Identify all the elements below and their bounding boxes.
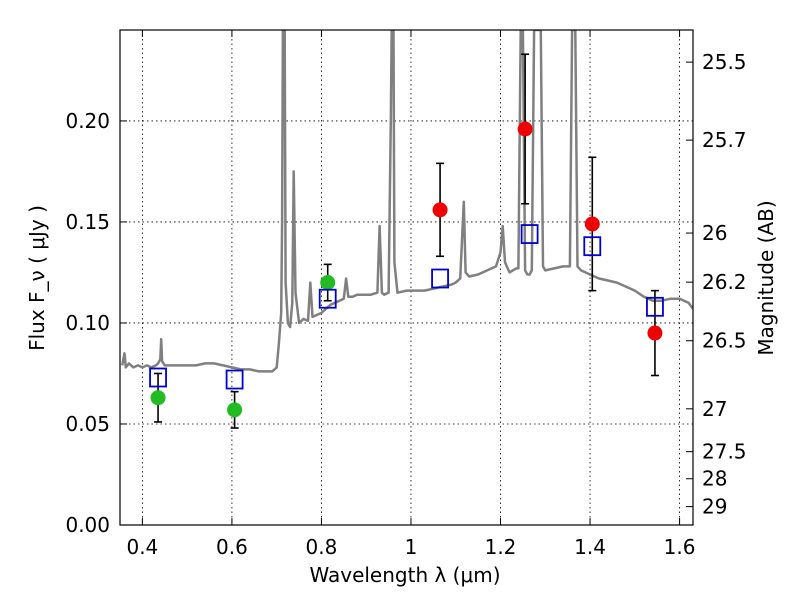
right-tick-label: 26.5: [702, 329, 747, 353]
x-tick-label: 0.6: [216, 535, 248, 559]
right-tick-label: 28: [702, 467, 727, 491]
red-point: [647, 325, 663, 341]
right-tick-label: 26: [702, 221, 727, 245]
spectrum-layer: [120, 30, 693, 373]
model-square: [583, 236, 602, 257]
y-tick-label: 0.15: [65, 210, 110, 234]
right-tick-label: 29: [702, 495, 727, 519]
tick-layer: 0.4 0.6 0.8 1 1.2 1.4 1.6 0.00 0.05 0.10 0.15 0.20 2…: [65, 30, 747, 559]
y-axis-label: Flux F_ν ( μJy ): [25, 205, 49, 351]
x-tick-label: 1.2: [485, 535, 517, 559]
green-point: [320, 275, 336, 291]
green-point: [227, 402, 243, 418]
x-tick-label: 1.6: [664, 535, 696, 559]
y-tick-label: 0.10: [65, 311, 110, 335]
right-tick-label: 26.2: [702, 270, 747, 294]
right-tick-label: 25.7: [702, 128, 747, 152]
spectrum-line: [120, 30, 693, 373]
red-point: [517, 121, 533, 137]
model-square: [431, 268, 449, 289]
red-point: [584, 216, 600, 232]
errorbar-layer: [154, 53, 659, 429]
y-tick-label: 0.20: [65, 109, 110, 133]
right-tick-label: 25.5: [702, 50, 747, 74]
x-tick-label: 1.4: [574, 535, 606, 559]
model-square: [225, 369, 244, 390]
model-square: [520, 224, 539, 244]
right-tick-label: 27: [702, 397, 727, 421]
right-axis-label: Magnitude (AB): [754, 200, 778, 355]
y-tick-label: 0.05: [65, 412, 110, 436]
red-point: [432, 202, 448, 218]
model-square: [646, 296, 664, 317]
plot-frame: [119, 29, 694, 526]
model-square: [149, 367, 167, 388]
x-tick-label: 1: [405, 535, 418, 559]
model-square: [318, 288, 337, 309]
green-point: [150, 390, 166, 406]
grid: [120, 30, 693, 526]
x-tick-label: 0.8: [306, 535, 338, 559]
y-tick-label: 0.00: [65, 513, 110, 537]
marker-layer: [149, 121, 664, 418]
x-axis-label: Wavelength λ (μm): [309, 563, 500, 587]
x-tick-label: 0.4: [126, 535, 158, 559]
right-tick-label: 27.5: [702, 440, 747, 464]
